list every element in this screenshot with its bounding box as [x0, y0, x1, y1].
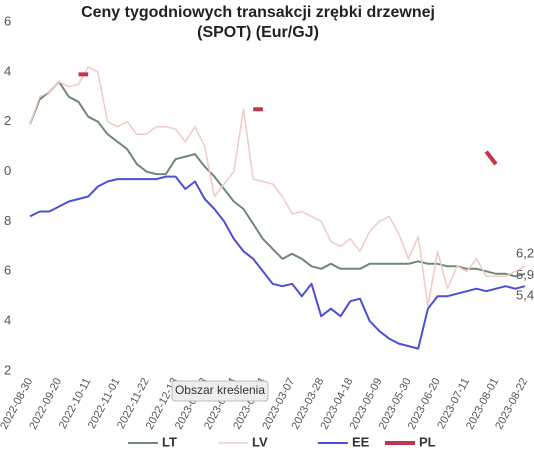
y-tick-label: 6	[4, 13, 11, 28]
value-label: 5,9	[516, 267, 534, 282]
legend-label: LT	[162, 434, 177, 449]
series-line	[29, 80, 526, 278]
legend-label: LV	[252, 434, 268, 449]
value-label: 5,4	[516, 288, 534, 303]
y-tick-label: 2	[4, 362, 11, 377]
y-tick-label: 8	[4, 213, 11, 228]
legend-label: EE	[352, 434, 370, 449]
y-tick-label: 0	[4, 163, 11, 178]
series-line	[78, 72, 498, 166]
y-tick-label: 2	[4, 113, 11, 128]
y-tick-label: 6	[4, 263, 11, 278]
tooltip-box	[171, 380, 269, 402]
y-tick-label: 4	[4, 63, 11, 78]
tooltip-text: Obszar kreślenia	[175, 383, 265, 397]
chart-subtitle: (SPOT) (Eur/GJ)	[197, 24, 319, 41]
legend-label: PL	[419, 434, 436, 449]
value-label: 6,2	[516, 246, 534, 261]
y-tick-label: 4	[4, 313, 11, 328]
series-line	[29, 175, 526, 350]
chart-title: Ceny tygodniowych transakcji zrębki drze…	[81, 4, 435, 21]
series-line	[29, 66, 526, 307]
